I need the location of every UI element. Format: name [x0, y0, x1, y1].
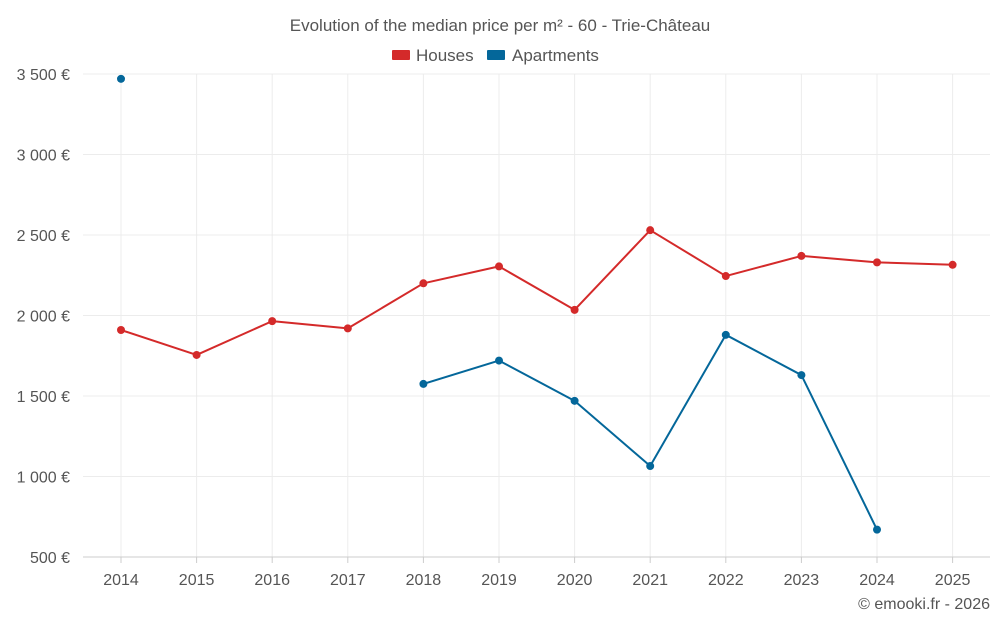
data-point-houses[interactable] [873, 258, 881, 267]
data-point-houses[interactable] [192, 350, 201, 359]
legend-item-houses[interactable]: Houses [392, 46, 474, 65]
y-tick-label: 1 500 € [17, 389, 70, 406]
data-point-apartments[interactable] [570, 396, 579, 405]
data-point-apartments[interactable] [419, 379, 428, 388]
series-houses [117, 226, 957, 359]
data-point-houses[interactable] [495, 262, 503, 271]
data-point-houses[interactable] [268, 317, 277, 326]
series-line-houses [120, 229, 953, 356]
data-point-apartments[interactable] [873, 525, 881, 534]
x-tick-label: 2018 [406, 572, 442, 589]
x-tick-label: 2023 [784, 572, 820, 589]
legend-swatch-houses [392, 50, 410, 60]
x-tick-label: 2021 [632, 572, 668, 589]
data-point-houses[interactable] [646, 226, 655, 235]
y-tick-label: 500 € [30, 550, 70, 567]
x-tick-label: 2015 [179, 572, 215, 589]
legend-label-houses: Houses [416, 46, 474, 65]
legend-item-apartments[interactable]: Apartments [487, 46, 599, 65]
x-tick-label: 2022 [708, 572, 744, 589]
data-point-houses[interactable] [419, 279, 428, 288]
x-tick-label: 2016 [254, 572, 290, 589]
legend-swatch-apartments [487, 50, 505, 60]
data-point-apartments[interactable] [721, 330, 730, 339]
y-tick-label: 1 000 € [17, 470, 70, 487]
x-tick-label: 2024 [859, 572, 895, 589]
axes: 500 € 1 000 € 1 500 € 2 000 € 2 500 € 3 000 €… [17, 67, 990, 589]
data-point-houses[interactable] [797, 251, 806, 260]
legend: Houses Apartments [392, 46, 599, 65]
data-point-apartments[interactable] [495, 356, 503, 365]
x-tick-label: 2025 [935, 572, 971, 589]
data-point-apartments[interactable] [797, 371, 806, 380]
legend-label-apartments: Apartments [512, 46, 599, 65]
data-point-houses[interactable] [343, 324, 352, 333]
credit-text: © emooki.fr - 2026 [858, 596, 990, 613]
x-tick-label: 2017 [330, 572, 366, 589]
x-tick-label: 2014 [103, 572, 139, 589]
data-point-apartments[interactable] [646, 462, 655, 471]
data-point-houses[interactable] [117, 325, 125, 334]
data-point-houses[interactable] [570, 305, 579, 314]
y-tick-label: 3 500 € [17, 67, 70, 84]
y-tick-label: 3 000 € [17, 148, 70, 165]
y-tick-label: 2 000 € [17, 309, 70, 326]
grid [83, 73, 990, 557]
series [117, 74, 957, 534]
x-tick-label: 2019 [481, 572, 517, 589]
data-point-houses[interactable] [948, 260, 957, 269]
y-tick-label: 2 500 € [17, 228, 70, 245]
series-apartments [117, 74, 881, 534]
x-tick-label: 2020 [557, 572, 593, 589]
data-point-houses[interactable] [721, 272, 730, 281]
chart-title: Evolution of the median price per m² - 6… [290, 16, 710, 35]
data-point-apartments[interactable] [117, 74, 125, 83]
